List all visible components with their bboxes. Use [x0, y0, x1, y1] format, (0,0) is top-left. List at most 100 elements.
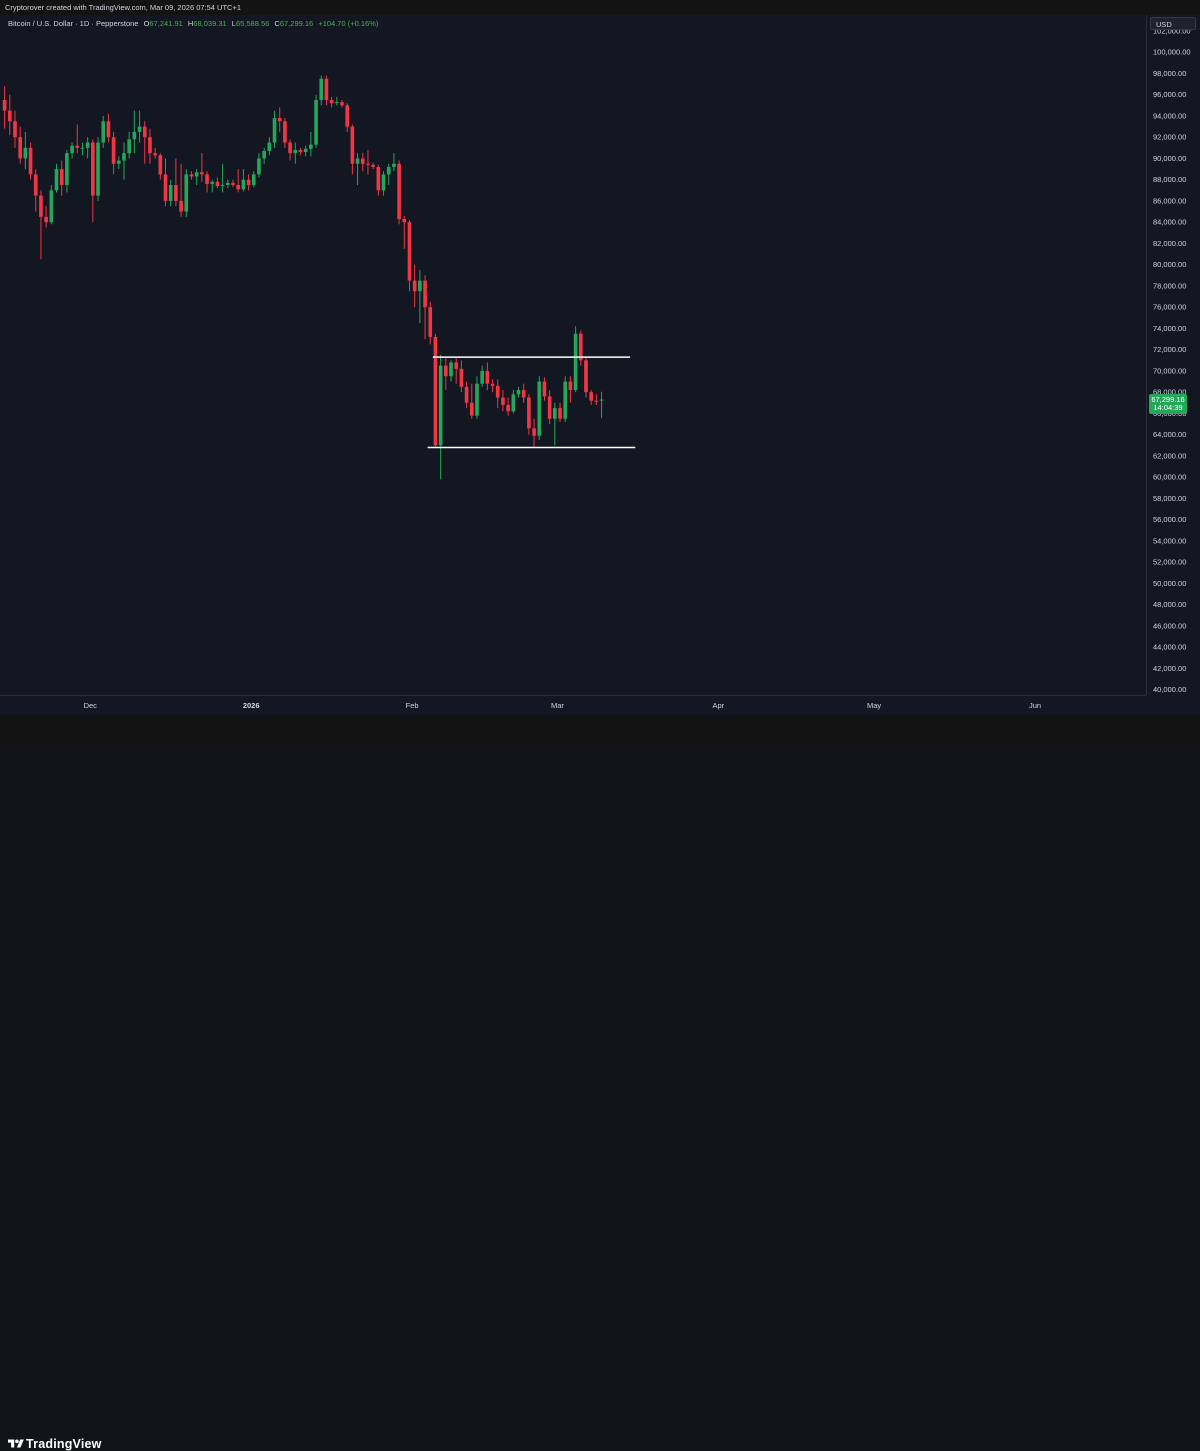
candle [153, 147, 157, 159]
candle [116, 156, 121, 170]
candle-body [599, 399, 604, 401]
candle-body [360, 158, 365, 164]
candle-body [111, 137, 116, 164]
time-axis-border [0, 695, 1146, 696]
candle-body [376, 166, 381, 191]
candle-body [573, 333, 578, 391]
y-tick-label: 72,000.00 [1153, 345, 1186, 354]
currency-selector[interactable]: USD [1150, 17, 1196, 30]
y-tick-label: 88,000.00 [1153, 175, 1186, 184]
candle [127, 131, 131, 159]
candle-body [96, 142, 100, 196]
candle-body [168, 185, 173, 201]
candle [516, 386, 521, 398]
y-tick-label: 60,000.00 [1153, 473, 1186, 482]
candle-body [153, 153, 157, 156]
tradingview-brand[interactable]: TradingView [26, 1437, 102, 1451]
price-axis[interactable]: 40,000.00 42,000.00 44,000.00 46,000.00 48,0… [1153, 26, 1191, 694]
symbol-title[interactable]: Bitcoin / U.S. Dollar · 1D · Pepperstone [8, 19, 139, 28]
candle-body [44, 216, 48, 223]
candle-body [75, 145, 80, 148]
candle [423, 275, 427, 340]
candle-body [547, 396, 552, 419]
candle [412, 264, 417, 308]
candle [584, 358, 588, 398]
candle-body [485, 370, 490, 384]
candle-body [184, 174, 189, 212]
candle-body [553, 408, 557, 419]
y-tick-label: 68,000.00 [1153, 388, 1186, 397]
candle [397, 160, 401, 225]
y-tick-label: 102,000.00 [1153, 26, 1191, 35]
candle-body [2, 100, 7, 111]
candle-body [340, 102, 344, 106]
candle [355, 153, 360, 185]
candle-body [127, 139, 131, 154]
candle [220, 163, 225, 193]
candle [298, 147, 303, 156]
y-tick-label: 42,000.00 [1153, 664, 1186, 673]
candle [7, 94, 12, 136]
candle-body [438, 365, 443, 446]
candle [459, 360, 464, 393]
candle-body [469, 402, 474, 416]
candle-body [454, 362, 459, 369]
candle [246, 174, 251, 191]
y-tick-label: 54,000.00 [1153, 536, 1186, 545]
candlestick-chart[interactable]: 40,000.00 42,000.00 44,000.00 46,000.00 48,0… [0, 15, 1200, 715]
last-price-tag: 67,299.16 14:04:39 [1149, 393, 1187, 414]
candle [241, 169, 246, 192]
candle-body [241, 179, 246, 190]
bar-countdown: 14:04:39 [1153, 402, 1183, 412]
candle-body [527, 397, 531, 429]
candle [449, 360, 453, 382]
candle-body [283, 121, 287, 143]
candle-body [257, 158, 261, 175]
candle [433, 333, 438, 448]
candle-body [537, 381, 542, 436]
candle [340, 100, 344, 108]
candle-body [215, 181, 220, 187]
candle [184, 169, 189, 217]
candle-body [589, 392, 593, 401]
candle-body [116, 160, 121, 164]
low-label: L [231, 19, 236, 28]
candle [532, 418, 536, 448]
candle [49, 185, 54, 225]
candle [189, 171, 194, 180]
candle [23, 131, 28, 170]
candle [573, 326, 578, 393]
candle [210, 179, 215, 193]
candle [371, 162, 375, 170]
candle-body [355, 158, 360, 164]
candle-body [345, 105, 350, 127]
candle [163, 158, 168, 207]
candle-body [246, 179, 251, 185]
candle [599, 391, 604, 418]
candle-body [324, 78, 329, 100]
x-tick-label: Dec [84, 701, 98, 710]
chart-panel[interactable] [0, 15, 1200, 715]
candle-body [298, 149, 303, 153]
candle-body [381, 174, 386, 191]
y-tick-label: 86,000.00 [1153, 196, 1186, 205]
candle-body [39, 195, 43, 217]
y-tick-label: 76,000.00 [1153, 303, 1186, 312]
symbol-legend[interactable]: Bitcoin / U.S. Dollar · 1D · Pepperstone… [8, 19, 378, 28]
candle [521, 383, 526, 403]
x-tick-label: Feb [406, 701, 419, 710]
y-tick-label: 100,000.00 [1153, 48, 1191, 57]
y-tick-label: 80,000.00 [1153, 260, 1186, 269]
candle [594, 394, 599, 405]
candle-body [7, 110, 12, 122]
time-axis[interactable]: Dec 2026 Feb Mar Apr May Jun [84, 701, 1041, 710]
candle [33, 169, 38, 212]
candle [485, 362, 490, 391]
candle-body [137, 126, 142, 132]
candle [589, 390, 593, 405]
candle-body [18, 137, 22, 159]
candle-body [428, 307, 433, 337]
high-label: H [187, 19, 194, 28]
candle [200, 153, 204, 182]
candle [407, 220, 412, 292]
